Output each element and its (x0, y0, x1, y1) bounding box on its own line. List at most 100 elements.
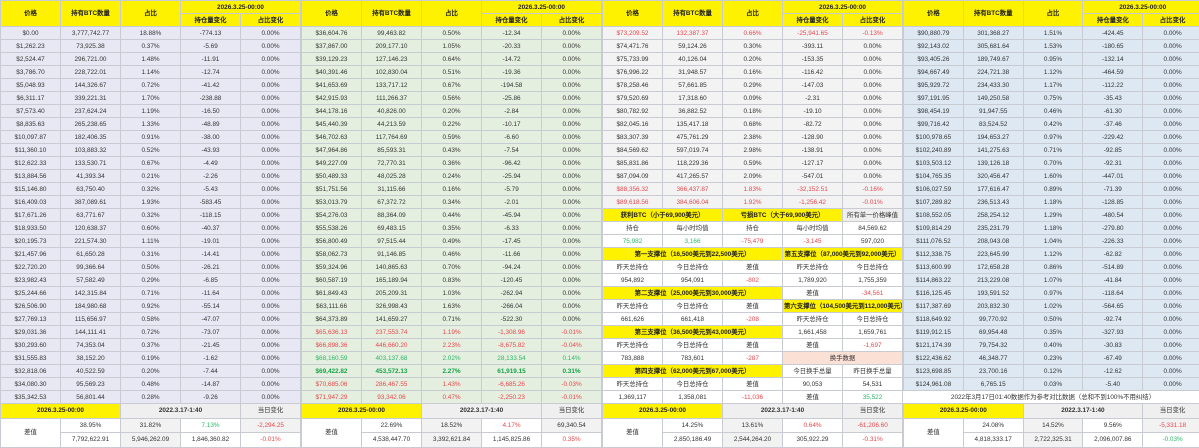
pct-change-cell[interactable]: 0.00% (1143, 183, 1199, 196)
price-cell[interactable]: $87,094.09 (603, 170, 663, 183)
pct-cell[interactable]: 2.27% (422, 365, 482, 378)
pct-cell[interactable]: 0.59% (723, 157, 783, 170)
change-cell[interactable]: -21.45 (181, 339, 241, 352)
pct-cell[interactable]: 18.88% (121, 27, 181, 40)
pct-change-cell[interactable]: 0.00% (843, 79, 903, 92)
price-cell[interactable]: $83,307.39 (603, 131, 663, 144)
price-cell[interactable]: $6,311.17 (1, 92, 61, 105)
pct-change-cell[interactable]: 0.00% (241, 53, 301, 66)
price-cell[interactable]: $21,457.96 (1, 248, 61, 261)
pct-change-cell[interactable]: 0.00% (241, 131, 301, 144)
change-cell[interactable]: -522.30 (482, 313, 542, 326)
pct-change-cell[interactable]: 0.00% (1143, 131, 1199, 144)
price-cell[interactable]: $64,373.89 (302, 313, 362, 326)
qty-cell[interactable]: 182,406.35 (61, 131, 121, 144)
price-cell[interactable]: $80,782.92 (603, 105, 663, 118)
footer-pct-cell[interactable]: 14.25% (663, 418, 723, 433)
qty-cell[interactable]: 127,146.23 (362, 53, 422, 66)
qty-cell[interactable]: 208,043.08 (963, 235, 1023, 248)
pct-cell[interactable]: 0.71% (422, 313, 482, 326)
price-cell[interactable]: $82,045.16 (603, 118, 663, 131)
pct-change-cell[interactable]: 0.00% (241, 183, 301, 196)
change-cell[interactable]: -120.45 (482, 274, 542, 287)
summary-cell[interactable]: 1,661,458 (783, 326, 843, 339)
change-cell[interactable]: -55.14 (181, 300, 241, 313)
qty-cell[interactable]: 235,231.79 (963, 222, 1023, 235)
pct-cell[interactable]: 0.30% (723, 40, 783, 53)
summary-cell[interactable]: 第五支撑位（87,000美元到92,000美元） (783, 248, 903, 261)
price-cell[interactable]: $42,915.93 (302, 92, 362, 105)
qty-cell[interactable]: 597,019.74 (663, 144, 723, 157)
column-header-qty[interactable]: 持有BTC数量 (663, 1, 723, 27)
change-cell[interactable]: -61.30 (1083, 105, 1143, 118)
pct-change-cell[interactable]: 0.00% (542, 248, 602, 261)
pct-cell[interactable]: 1.19% (422, 326, 482, 339)
qty-cell[interactable]: 224,721.38 (963, 66, 1023, 79)
summary-cell[interactable]: -287 (723, 352, 783, 365)
change-cell[interactable]: -5.40 (1083, 378, 1143, 391)
pct-change-cell[interactable]: 0.00% (241, 170, 301, 183)
qty-cell[interactable]: 326,998.43 (362, 300, 422, 313)
qty-cell[interactable]: 221,574.30 (61, 235, 121, 248)
pct-change-cell[interactable]: 0.00% (1143, 287, 1199, 300)
pct-change-cell[interactable]: 0.00% (1143, 27, 1199, 40)
pct-change-cell[interactable]: 0.14% (542, 352, 602, 365)
pct-cell[interactable]: 1.93% (121, 196, 181, 209)
price-cell[interactable]: $40,391.46 (302, 66, 362, 79)
qty-cell[interactable]: 339,221.31 (61, 92, 121, 105)
pct-change-cell[interactable]: 0.00% (542, 131, 602, 144)
summary-cell[interactable]: 90,053 (783, 378, 843, 391)
footer-diff-label[interactable]: 差值 (603, 418, 663, 447)
qty-cell[interactable]: 99,463.82 (362, 27, 422, 40)
pct-change-cell[interactable]: 0.00% (542, 300, 602, 313)
price-cell[interactable]: $47,964.86 (302, 144, 362, 157)
summary-cell[interactable]: 每小时均值 (783, 222, 843, 235)
summary-cell[interactable]: -3,145 (783, 235, 843, 248)
footer-pct-cell[interactable]: 24.08% (963, 418, 1023, 433)
change-cell[interactable]: -118.15 (181, 209, 241, 222)
pct-change-cell[interactable]: 0.00% (843, 40, 903, 53)
footer-date-current[interactable]: 2026.3.25-00:00 (904, 404, 1024, 419)
change-cell[interactable]: -2,250.23 (482, 391, 542, 404)
pct-cell[interactable]: 0.20% (723, 53, 783, 66)
qty-cell[interactable]: 85,593.31 (362, 144, 422, 157)
footer-value-cell[interactable]: 2,544,264.20 (723, 433, 783, 448)
price-cell[interactable]: $65,636.13 (302, 326, 362, 339)
summary-cell[interactable]: -208 (723, 313, 783, 326)
change-cell[interactable]: -6.85 (181, 274, 241, 287)
pct-cell[interactable]: 0.86% (1023, 261, 1083, 274)
qty-cell[interactable]: 446,660.20 (362, 339, 422, 352)
pct-change-cell[interactable]: 0.00% (1143, 92, 1199, 105)
summary-cell[interactable]: 今日总持仓 (843, 313, 903, 326)
footer-date-reference[interactable]: 2022.3.17-1:40 (723, 404, 843, 419)
change-cell[interactable]: -266.04 (482, 300, 542, 313)
column-header-pct-change[interactable]: 占比变化 (843, 14, 903, 27)
qty-cell[interactable]: 149,250.58 (963, 92, 1023, 105)
footer-change-label[interactable]: 当日变化 (1143, 404, 1199, 419)
pct-change-cell[interactable]: 0.00% (1143, 79, 1199, 92)
pct-change-cell[interactable]: -0.03% (542, 378, 602, 391)
qty-cell[interactable]: 133,530.71 (61, 157, 121, 170)
price-cell[interactable]: $31,555.83 (1, 352, 61, 365)
pct-change-cell[interactable]: 0.00% (1143, 326, 1199, 339)
pct-change-cell[interactable]: 0.00% (542, 53, 602, 66)
pct-change-cell[interactable]: 0.00% (1143, 378, 1199, 391)
pct-change-cell[interactable]: -0.01% (542, 326, 602, 339)
change-cell[interactable]: -4.49 (181, 157, 241, 170)
change-cell[interactable]: -71.39 (1083, 183, 1143, 196)
summary-cell[interactable]: 84,569.62 (843, 222, 903, 235)
pct-cell[interactable]: 0.66% (723, 27, 783, 40)
pct-cell[interactable]: 1.04% (1023, 235, 1083, 248)
change-cell[interactable]: -547.01 (783, 170, 843, 183)
price-cell[interactable]: $69,422.82 (302, 365, 362, 378)
pct-change-cell[interactable]: 0.00% (843, 53, 903, 66)
summary-cell[interactable]: 第三支撑位（36,500美元到43,000美元） (603, 326, 783, 339)
qty-cell[interactable]: 72,770.31 (362, 157, 422, 170)
qty-cell[interactable]: 63,771.67 (61, 209, 121, 222)
footer-change-label[interactable]: 当日变化 (542, 404, 602, 419)
pct-change-cell[interactable]: 0.00% (241, 274, 301, 287)
summary-cell[interactable]: 今日总持仓 (663, 378, 723, 391)
price-cell[interactable]: $78,258.46 (603, 79, 663, 92)
footer-date-current[interactable]: 2026.3.25-00:00 (603, 404, 723, 419)
column-header-date[interactable]: 2026.3.25-00:00 (783, 1, 903, 14)
